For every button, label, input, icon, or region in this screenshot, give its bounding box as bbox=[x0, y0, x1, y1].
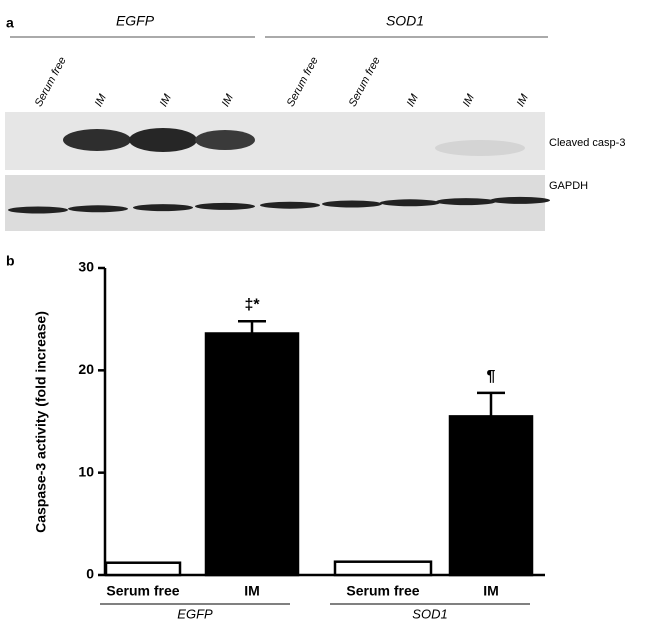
blot-band bbox=[435, 140, 525, 156]
blot-band bbox=[63, 129, 131, 151]
band-label: Cleaved casp-3 bbox=[549, 137, 625, 149]
blot-band bbox=[490, 196, 550, 204]
lane-label: Serum free bbox=[285, 55, 321, 109]
lane-label: IM bbox=[515, 92, 532, 109]
y-tick-label: 0 bbox=[86, 566, 94, 582]
lane-label: IM bbox=[405, 92, 422, 109]
y-tick-label: 10 bbox=[78, 463, 94, 479]
gapdh-bands bbox=[8, 196, 550, 214]
lane-label: IM bbox=[461, 92, 478, 109]
y-tick-label: 20 bbox=[78, 361, 94, 377]
lane-label: Serum free bbox=[33, 55, 69, 109]
annotation: ‡* bbox=[244, 296, 260, 313]
bar bbox=[104, 561, 182, 577]
annotation: ¶ bbox=[487, 368, 496, 385]
group-label: SOD1 bbox=[412, 606, 447, 621]
bar bbox=[204, 332, 300, 577]
x-tick-label: IM bbox=[244, 583, 260, 599]
lane-labels: Serum free IM IM IM Serum free Serum free IM IM… bbox=[33, 55, 532, 109]
blot-band bbox=[129, 128, 197, 152]
chart: 0 10 20 30 Serum free IM ‡* Serum free IM ¶ EGFP SO… bbox=[78, 259, 545, 621]
band-label: GAPDH bbox=[549, 180, 588, 192]
group-label: EGFP bbox=[116, 13, 155, 29]
blot-band bbox=[133, 204, 193, 212]
blot-band bbox=[68, 205, 128, 213]
y-tick-label: 30 bbox=[78, 259, 94, 275]
blot-band bbox=[195, 202, 255, 210]
bar bbox=[333, 560, 433, 577]
blot-band bbox=[322, 200, 382, 208]
panel-label: a bbox=[6, 15, 14, 31]
group-label: EGFP bbox=[177, 606, 213, 621]
blot-band bbox=[260, 201, 320, 209]
panel-label: b bbox=[6, 253, 15, 269]
blot-band bbox=[195, 130, 255, 150]
blot-band bbox=[380, 199, 440, 207]
lane-label: IM bbox=[220, 92, 237, 109]
lane-label: IM bbox=[158, 92, 175, 109]
blot-band bbox=[436, 198, 496, 206]
blot-band bbox=[8, 206, 68, 214]
x-tick-label: Serum free bbox=[106, 583, 179, 599]
group-label: SOD1 bbox=[386, 13, 424, 29]
bar bbox=[448, 415, 534, 577]
lane-label: IM bbox=[93, 92, 110, 109]
lane-label: Serum free bbox=[347, 55, 383, 109]
x-tick-label: IM bbox=[483, 583, 499, 599]
x-tick-label: Serum free bbox=[346, 583, 419, 599]
y-axis-label: Caspase-3 activity (fold increase) bbox=[33, 311, 49, 533]
